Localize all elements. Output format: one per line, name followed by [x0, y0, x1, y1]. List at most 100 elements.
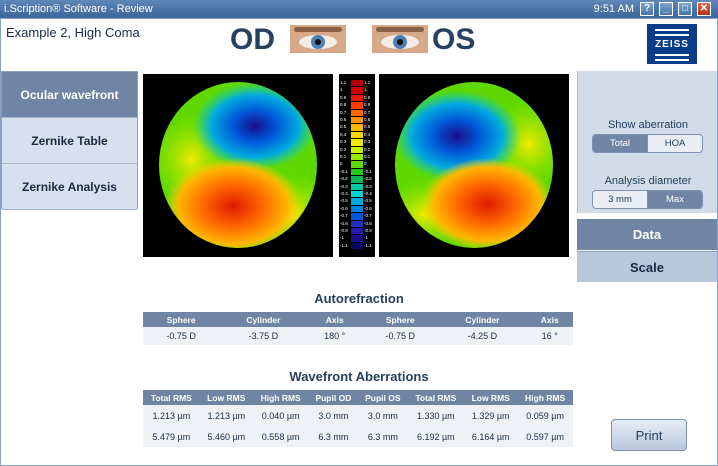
autorefraction-title: Autorefraction — [314, 291, 404, 306]
scale-label: -0.7 — [364, 213, 372, 219]
nav-zernike-analysis[interactable]: Zernike Analysis — [2, 164, 137, 210]
os-label: OS — [432, 23, 476, 56]
table-row: 1.213 µm 1.213 µm 0.040 µm 3.0 mm 3.0 mm… — [143, 405, 573, 426]
table-cell: 6.164 µm — [464, 426, 518, 447]
table-cell: 1.213 µm — [199, 405, 253, 426]
table-cell: -4.25 D — [438, 327, 527, 345]
scale-label: -0.4 — [364, 191, 372, 196]
scale-label: 0.1 — [340, 154, 347, 159]
patient-name: Example 2, High Coma — [6, 25, 140, 40]
header-cell: Sphere — [362, 312, 439, 327]
zeiss-logo: ZEISS — [647, 24, 697, 64]
header-cell: Low RMS — [199, 390, 253, 405]
table-cell: 0.597 µm — [517, 426, 573, 447]
header-cell: Pupil OS — [358, 390, 408, 405]
right-panel: Show aberration Total HOA Analysis diame… — [577, 71, 717, 213]
table-cell: 3.0 mm — [358, 405, 408, 426]
scale-label: -0.9 — [364, 228, 372, 233]
scale-label: 0 — [364, 161, 367, 167]
analysis-diameter-label: Analysis diameter — [604, 175, 692, 187]
scale-swatch — [351, 117, 363, 124]
table-cell: 180 ° — [307, 327, 363, 345]
header-cell: Total RMS — [143, 390, 200, 405]
maximize-button[interactable]: □ — [678, 2, 692, 16]
table-cell: 0.059 µm — [517, 405, 573, 426]
scale-label: 0.8 — [340, 102, 347, 108]
print-button[interactable]: Print — [611, 419, 687, 451]
aberration-total-option[interactable]: Total — [593, 135, 647, 152]
scale-label: -1.1 — [364, 242, 372, 248]
scale-swatch — [351, 139, 363, 146]
scale-label: 0.4 — [340, 131, 347, 137]
help-button[interactable]: ? — [640, 2, 654, 16]
header-cell: Axis — [307, 312, 363, 327]
scale-label: 1 — [340, 87, 343, 93]
scale-label: -0.3 — [340, 183, 348, 189]
nav-ocular-wavefront[interactable]: Ocular wavefront — [2, 72, 137, 118]
scale-swatch — [351, 183, 363, 190]
header-cell: Pupil OD — [308, 390, 359, 405]
diameter-3mm-option[interactable]: 3 mm — [593, 191, 647, 208]
logo-text: ZEISS — [655, 39, 689, 50]
scale-label: -0.2 — [364, 176, 372, 182]
scale-label: 1 — [364, 87, 367, 93]
scale-label: 0.5 — [340, 124, 347, 130]
scale-swatch — [351, 191, 363, 198]
scale-swatch — [351, 124, 363, 131]
scale-label: -0.5 — [364, 198, 372, 204]
aberration-hoa-option[interactable]: HOA — [647, 135, 702, 152]
table-row: -0.75 D -3.75 D 180 ° -0.75 D -4.25 D 16… — [143, 327, 573, 345]
header-cell: Low RMS — [464, 390, 518, 405]
scale-label: 0.8 — [364, 102, 371, 108]
nav-zernike-table[interactable]: Zernike Table — [2, 118, 137, 164]
scale-swatch — [351, 109, 363, 116]
scale-label: 0.7 — [340, 109, 347, 115]
scale-swatch — [351, 168, 363, 176]
scale-label: -0.5 — [340, 198, 348, 204]
header-cell: Total RMS — [407, 390, 465, 405]
autorefraction-table: Sphere Cylinder Axis Sphere Cylinder Axi… — [143, 312, 573, 345]
wavefront-map-os — [379, 74, 569, 257]
scale-swatch — [351, 94, 363, 102]
table-cell: 0.040 µm — [252, 405, 309, 426]
wavefront-map-od — [143, 74, 333, 257]
scale-swatch — [351, 80, 363, 87]
scale-button[interactable]: Scale — [577, 251, 717, 282]
scale-swatch — [351, 228, 363, 235]
scale-swatch — [351, 235, 363, 242]
table-cell: 6.3 mm — [308, 426, 359, 447]
minimize-button[interactable]: _ — [659, 2, 673, 16]
scale-label: 0.3 — [340, 139, 347, 145]
scale-label: -0.8 — [364, 220, 372, 226]
scale-swatch — [351, 146, 363, 153]
scale-label: -0.4 — [340, 191, 348, 196]
header-cell: Axis — [526, 312, 573, 327]
scale-label: -0.8 — [340, 220, 348, 226]
table-cell: -3.75 D — [219, 327, 308, 345]
scale-swatch — [351, 220, 363, 227]
data-button[interactable]: Data — [577, 219, 717, 250]
scale-label: -0.6 — [364, 205, 372, 211]
close-button[interactable]: ✕ — [697, 2, 711, 16]
scale-swatch — [351, 154, 363, 161]
scale-label: 0.4 — [364, 131, 371, 137]
left-eye-photo — [372, 25, 428, 53]
scale-label: 0 — [340, 161, 343, 167]
scale-swatch — [351, 198, 363, 205]
diameter-max-option[interactable]: Max — [647, 191, 702, 208]
scale-swatch — [351, 161, 363, 168]
table-cell: 0.558 µm — [252, 426, 309, 447]
app-window: Example 2, High Coma OD OS ZEISS Ocular … — [0, 18, 718, 466]
scale-label: 0.2 — [340, 146, 347, 152]
table-cell: 1.330 µm — [407, 405, 465, 426]
scale-label: 0.1 — [364, 154, 371, 159]
scale-label: -1 — [364, 235, 369, 241]
color-scale: 1.1 1.1 1 1 0.9 0.9 0.8 0.8 0.7 0.7 0.6 0.6 0.5 0.5 0.… — [339, 74, 375, 257]
title-bar: i.Scription® Software - Review 9:51 AM ?… — [0, 0, 718, 18]
scale-label: 1.1 — [364, 80, 371, 85]
table-cell: 5.460 µm — [199, 426, 253, 447]
analysis-diameter-toggle: 3 mm Max — [592, 190, 703, 209]
show-aberration-toggle: Total HOA — [592, 134, 703, 153]
wavefront-title: Wavefront Aberrations — [289, 369, 429, 384]
scale-swatch — [351, 205, 363, 213]
